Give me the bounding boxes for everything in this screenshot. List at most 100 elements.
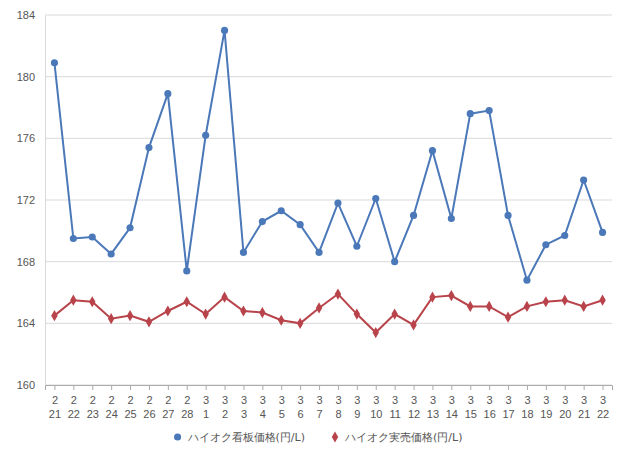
y-tick: 176 <box>17 132 45 144</box>
x-tick-mark <box>489 385 490 390</box>
x-tick: 227 <box>162 385 174 420</box>
y-tick-label: 160 <box>17 379 35 391</box>
x-axis-line <box>46 386 613 391</box>
x-tick-label: 311 <box>389 394 400 420</box>
x-tick: 35 <box>279 385 285 420</box>
series-marker <box>240 305 246 316</box>
chart: 1601641681721761801842212222232242252262… <box>0 0 640 457</box>
x-tick-label: 224 <box>106 394 118 420</box>
series-marker <box>372 195 379 202</box>
x-tick: 32 <box>222 385 228 420</box>
series-marker <box>410 212 417 219</box>
series-marker <box>373 327 379 338</box>
x-tick: 37 <box>316 385 322 420</box>
series-marker <box>164 90 171 97</box>
y-tick-label: 168 <box>17 256 35 268</box>
x-tick-mark <box>376 385 377 390</box>
x-tick-mark <box>527 385 528 390</box>
x-tick-label: 228 <box>181 394 193 420</box>
x-tick: 320 <box>559 385 571 420</box>
y-tick: 184 <box>17 9 45 21</box>
plot-area <box>51 27 606 338</box>
series-marker <box>486 301 492 312</box>
x-tick-mark <box>414 385 415 390</box>
grid-line <box>45 200 612 201</box>
series-marker <box>126 224 133 231</box>
series-marker <box>70 235 77 242</box>
x-tick-mark <box>584 385 585 390</box>
series-marker <box>259 307 265 318</box>
series-marker <box>89 296 95 307</box>
series-marker <box>89 233 96 240</box>
series-marker <box>240 249 247 256</box>
x-tick: 225 <box>124 385 136 420</box>
x-tick-mark <box>54 385 55 390</box>
series-marker <box>448 215 455 222</box>
x-tick: 314 <box>446 385 458 420</box>
series-marker <box>51 310 57 321</box>
series-marker <box>354 308 360 319</box>
x-tick-label: 221 <box>49 394 61 420</box>
legend-item: ハイオク実売価格(円/L) <box>332 431 463 444</box>
x-tick: 318 <box>521 385 533 420</box>
x-tick-label: 34 <box>260 394 266 420</box>
x-tick: 31 <box>203 385 209 420</box>
series-marker <box>467 301 473 312</box>
series-marker <box>505 312 511 323</box>
series-line <box>54 30 602 280</box>
series-marker <box>145 144 152 151</box>
x-tick-mark <box>508 385 509 390</box>
series-marker <box>599 229 606 236</box>
series-marker <box>259 218 266 225</box>
series-marker <box>184 296 190 307</box>
grid-line <box>45 138 612 139</box>
x-tick-label: 227 <box>162 394 174 420</box>
series-marker <box>146 316 152 327</box>
x-tick-label: 321 <box>578 394 590 420</box>
x-tick: 34 <box>260 385 266 420</box>
series-marker <box>562 295 568 306</box>
x-tick-label: 226 <box>143 394 155 420</box>
x-tick: 223 <box>87 385 99 420</box>
y-axis-line <box>45 16 46 386</box>
series-marker <box>278 207 285 214</box>
series-marker <box>561 232 568 239</box>
series-marker <box>334 200 341 207</box>
x-tick-label: 315 <box>465 394 477 420</box>
x-tick-mark <box>206 385 207 390</box>
series-marker <box>221 292 227 303</box>
y-tick: 168 <box>17 256 45 268</box>
series-marker <box>599 295 605 306</box>
grid-line <box>45 15 612 16</box>
x-tick: 310 <box>370 385 382 420</box>
x-tick-mark <box>149 385 150 390</box>
series-marker <box>524 301 530 312</box>
series-marker <box>165 305 171 316</box>
x-tick-mark <box>603 385 604 390</box>
x-tick: 221 <box>49 385 61 420</box>
x-tick-mark <box>281 385 282 390</box>
series-marker <box>429 292 435 303</box>
series-marker <box>297 318 303 329</box>
grid-line <box>45 323 612 324</box>
x-tick-mark <box>130 385 131 390</box>
x-tick-label: 318 <box>521 394 533 420</box>
x-tick-mark <box>451 385 452 390</box>
x-tick-mark <box>319 385 320 390</box>
series-marker <box>580 176 587 183</box>
grid-line <box>45 261 612 262</box>
series-marker <box>542 241 549 248</box>
x-tick: 39 <box>354 385 360 420</box>
x-tick: 321 <box>578 385 590 420</box>
y-tick-label: 164 <box>17 317 35 329</box>
legend-marker <box>174 433 181 440</box>
x-tick-label: 38 <box>335 394 341 420</box>
x-axis: 2212222232242252262272283132333435363738… <box>46 385 613 420</box>
x-tick-label: 310 <box>370 394 382 420</box>
x-tick: 224 <box>106 385 118 420</box>
series-marker <box>410 319 416 330</box>
series-marker <box>183 267 190 274</box>
x-tick: 315 <box>465 385 477 420</box>
x-tick: 38 <box>335 385 341 420</box>
x-tick-label: 223 <box>87 394 99 420</box>
